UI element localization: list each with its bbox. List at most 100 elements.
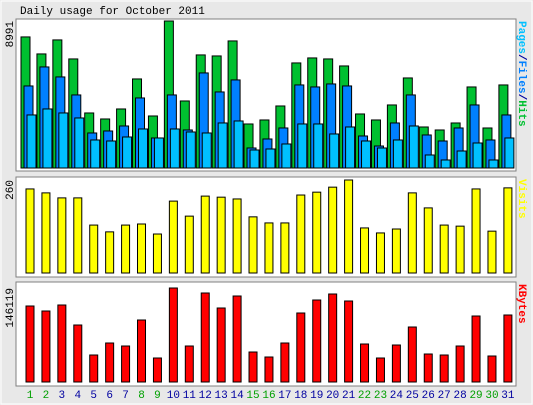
- bar: [105, 342, 115, 383]
- legend-separator: /: [515, 94, 527, 101]
- bar: [423, 207, 433, 274]
- x-tick-label: 31: [501, 390, 515, 402]
- bar: [184, 345, 194, 383]
- bar: [360, 227, 370, 274]
- bar: [471, 315, 481, 383]
- x-tick-label: 6: [106, 390, 113, 402]
- bar: [391, 344, 401, 383]
- bar: [248, 351, 258, 383]
- bar: [312, 299, 322, 383]
- bar: [503, 314, 513, 383]
- x-tick-label: 9: [154, 390, 161, 402]
- bar: [361, 140, 372, 169]
- bar: [329, 133, 340, 169]
- bar: [392, 139, 403, 169]
- bar: [89, 224, 99, 274]
- bar: [376, 147, 387, 169]
- bar: [455, 345, 465, 383]
- bar: [487, 230, 497, 274]
- bar: [42, 108, 53, 169]
- chart-title: Daily usage for October 2011: [20, 6, 205, 18]
- bar: [281, 143, 292, 169]
- bar: [106, 140, 117, 169]
- bar: [423, 353, 433, 383]
- bar: [217, 122, 228, 169]
- bar: [344, 179, 354, 274]
- bar: [216, 307, 226, 383]
- x-tick-label: 16: [262, 390, 275, 402]
- x-tick-label: 13: [215, 390, 228, 402]
- bar: [89, 354, 99, 383]
- bar: [184, 215, 194, 274]
- bar: [280, 342, 290, 383]
- bar: [232, 295, 242, 383]
- bar: [249, 149, 260, 169]
- x-tick-label: 7: [122, 390, 129, 402]
- y-tick-label: 260: [5, 180, 17, 200]
- bar: [345, 126, 356, 169]
- bar: [471, 188, 481, 274]
- x-tick-label: 21: [342, 390, 356, 402]
- bar: [73, 324, 83, 383]
- legend-separator: /: [515, 54, 527, 61]
- x-tick-label: 3: [59, 390, 66, 402]
- bar: [121, 224, 131, 274]
- x-tick-label: 19: [310, 390, 323, 402]
- bar: [90, 139, 101, 169]
- legend-entry: Files: [515, 61, 527, 94]
- bar: [169, 128, 180, 169]
- bar: [424, 154, 435, 169]
- bar: [296, 194, 306, 274]
- bar: [168, 200, 178, 274]
- bar: [391, 228, 401, 274]
- x-tick-label: 26: [422, 390, 435, 402]
- x-tick-label: 1: [27, 390, 34, 402]
- bar: [504, 137, 515, 169]
- bar: [487, 355, 497, 383]
- bar: [153, 137, 164, 169]
- x-tick-label: 8: [138, 390, 145, 402]
- bar: [58, 112, 69, 169]
- x-tick-label: 10: [167, 390, 180, 402]
- bar: [138, 128, 149, 169]
- legend: Pages/Files/Hits: [515, 21, 527, 127]
- bar: [472, 142, 483, 169]
- bar: [74, 117, 85, 169]
- x-tick-label: 25: [406, 390, 419, 402]
- legend-entry: KBytes: [515, 284, 527, 324]
- bar: [360, 343, 370, 383]
- x-tick-label: 20: [326, 390, 339, 402]
- bar: [233, 120, 244, 169]
- bar: [503, 187, 513, 274]
- x-tick-label: 2: [43, 390, 50, 402]
- x-tick-label: 5: [90, 390, 97, 402]
- bar: [201, 132, 212, 169]
- x-tick-label: 11: [183, 390, 197, 402]
- bar: [408, 125, 419, 169]
- bar: [185, 131, 196, 169]
- legend-entry: Pages: [515, 21, 527, 54]
- bar: [265, 148, 276, 169]
- x-tick-label: 24: [390, 390, 404, 402]
- legend-entry: Visits: [515, 179, 527, 219]
- x-tick-label: 22: [358, 390, 371, 402]
- bar: [105, 231, 115, 274]
- y-tick-label: 146119: [5, 288, 17, 328]
- bar: [73, 197, 83, 274]
- x-tick-label: 15: [246, 390, 259, 402]
- bar: [375, 357, 385, 383]
- bar: [41, 192, 51, 274]
- bar: [200, 292, 210, 383]
- bar: [152, 357, 162, 383]
- bar: [328, 186, 338, 274]
- bar: [455, 225, 465, 274]
- bar: [264, 356, 274, 383]
- x-tick-label: 17: [278, 390, 291, 402]
- bar: [200, 195, 210, 274]
- x-tick-label: 27: [438, 390, 451, 402]
- x-tick-label: 29: [469, 390, 482, 402]
- bar: [456, 150, 467, 169]
- bar: [440, 159, 451, 169]
- bar: [297, 123, 308, 169]
